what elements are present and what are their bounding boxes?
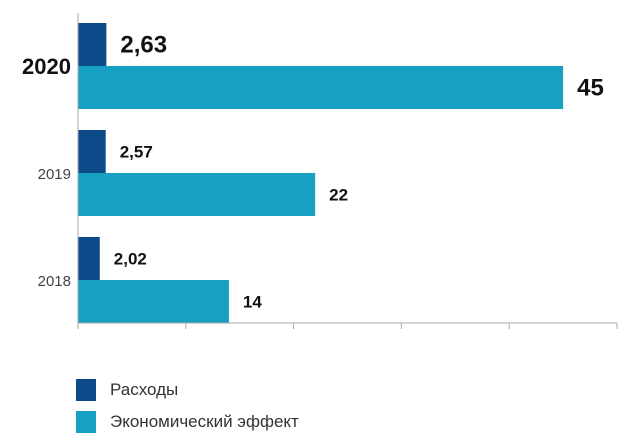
category-label-2018: 2018 [38, 273, 71, 290]
bar-economic-effect-2018 [78, 280, 229, 323]
legend-swatch-expenses [76, 379, 96, 401]
data-label-economic-effect-2020: 45 [577, 75, 604, 102]
data-label-economic-effect-2018: 14 [243, 293, 262, 312]
bar-expenses-2018 [78, 237, 100, 280]
x-tick-label-50: 50 [608, 338, 626, 340]
legend-item-economic-effect: Экономический эффект [76, 406, 299, 438]
x-tick-label-30: 30 [393, 338, 411, 340]
x-tick-label-10: 10 [177, 338, 195, 340]
data-label-economic-effect-2019: 22 [329, 186, 348, 205]
legend-label-economic-effect: Экономический эффект [110, 412, 299, 431]
category-label-2020: 2020 [22, 54, 71, 79]
bar-economic-effect-2019 [78, 173, 316, 216]
data-label-expenses-2019: 2,57 [120, 143, 153, 162]
legend-item-expenses: Расходы [76, 374, 299, 406]
legend-swatch-economic-effect [76, 411, 96, 433]
data-label-expenses-2020: 2,63 [120, 32, 167, 59]
legend-label-expenses: Расходы [110, 380, 179, 399]
bar-expenses-2019 [78, 130, 106, 173]
x-tick-label-40: 40 [500, 338, 518, 340]
x-tick-label-0: 0 [74, 338, 83, 340]
bar-economic-effect-2020 [78, 66, 564, 109]
bar-chart: 2,63 45 2020 2,57 22 2019 2,02 14 2018 0 10 20 30 40 5… [22, 13, 626, 340]
legend: Расходы Экономический эффект [76, 374, 299, 438]
category-label-2019: 2019 [38, 166, 71, 183]
data-label-expenses-2018: 2,02 [114, 250, 147, 269]
x-tick-label-20: 20 [285, 338, 303, 340]
bar-expenses-2020 [78, 23, 107, 66]
